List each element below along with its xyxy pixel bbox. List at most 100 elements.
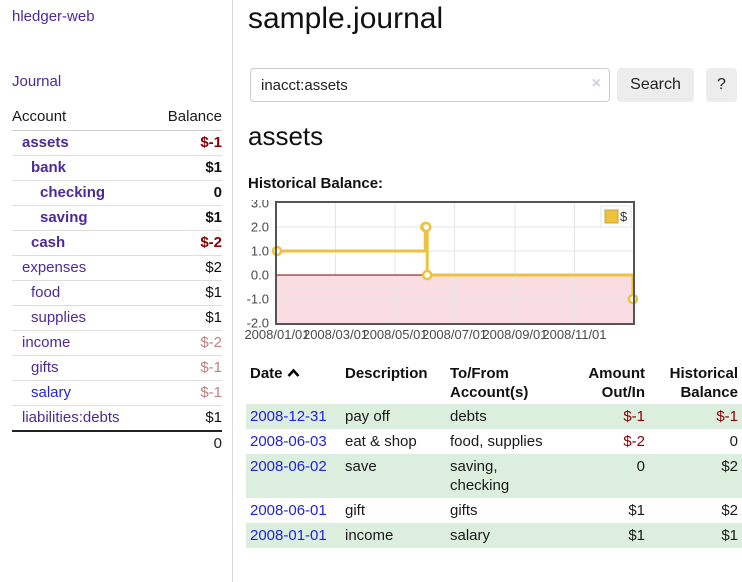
register-row: 2008-06-02 save saving, checking 0 $2 (246, 454, 742, 498)
y-axis-tick: 2.0 (251, 220, 269, 235)
accounts-cell: gifts (450, 502, 478, 519)
search-button[interactable]: Search (617, 68, 694, 102)
amount-cell: $-1 (623, 408, 645, 425)
account-column-header: Account (12, 104, 152, 131)
account-link-checking[interactable]: checking (40, 184, 106, 201)
account-balance: $1 (151, 280, 222, 306)
accounts-balance-table: Account Balance assets $-1 bank $1 checking 0… (12, 104, 222, 456)
account-row: salary $-1 (12, 380, 222, 406)
date-column-header[interactable]: Date (246, 360, 341, 404)
account-link-salary[interactable]: salary (31, 384, 72, 401)
sidebar: hledger-web Journal Account Balance asse… (0, 0, 233, 582)
plot-border (275, 201, 635, 325)
page-title: sample.journal (248, 2, 444, 35)
historical-balance-column-header: Historical Balance (669, 365, 738, 401)
transaction-date-link[interactable]: 2008-01-01 (250, 527, 327, 544)
date-cell: 2008-06-03 (246, 429, 341, 454)
data-point-marker (421, 269, 433, 281)
total-balance: 0 (151, 430, 222, 456)
account-link-liabilities-debts[interactable]: liabilities:debts (22, 409, 120, 426)
sidebar-item-journal[interactable]: Journal (12, 73, 62, 90)
register-table: Date Description To/From Account(s) Amou… (246, 360, 742, 548)
account-balance: $1 (151, 205, 222, 231)
account-row: checking 0 (12, 180, 222, 206)
historical-balance-chart: 3.0 2.0 1.0 0.0 -1.0 -2.02008/01/012008/03/01… (244, 200, 639, 342)
description-column-header: Description (345, 365, 428, 382)
account-row: cash $-2 (12, 230, 222, 256)
transaction-date-link[interactable]: 2008-06-02 (250, 458, 327, 475)
transaction-date-link[interactable]: 2008-12-31 (250, 408, 327, 425)
date-cell: 2008-06-01 (246, 498, 341, 523)
amount-column-header: Amount Out/In (588, 365, 645, 401)
description-cell: pay off (345, 408, 390, 425)
clear-search-icon[interactable]: × (591, 75, 601, 92)
account-balance: $-1 (151, 130, 222, 156)
accounts-cell: food, supplies (450, 433, 543, 450)
account-link-saving[interactable]: saving (40, 209, 88, 226)
legend-swatch (604, 209, 619, 224)
account-link-food[interactable]: food (31, 284, 61, 301)
transaction-date-link[interactable]: 2008-06-01 (250, 502, 327, 519)
x-axis-tick: 2008/11/01 (542, 327, 606, 342)
balance-cell: $-1 (716, 408, 738, 425)
app-title-link[interactable]: hledger-web (12, 8, 95, 25)
amount-cell: 0 (636, 458, 645, 475)
account-row: food $1 (12, 280, 222, 306)
account-row: supplies $1 (12, 305, 222, 331)
balance-cell: $2 (721, 458, 738, 475)
search-input[interactable] (250, 68, 610, 102)
description-cell: save (345, 458, 377, 475)
balance-column-header: Balance (151, 104, 222, 131)
y-axis-tick: 3.0 (251, 200, 269, 211)
sort-ascending-icon (287, 364, 300, 383)
description-cell: gift (345, 502, 366, 519)
search-field-wrap: × (250, 68, 610, 102)
chart-title-label: Historical Balance: (248, 175, 384, 192)
account-row: bank $1 (12, 155, 222, 181)
account-link-gifts[interactable]: gifts (31, 359, 59, 376)
account-balance: $-1 (151, 380, 222, 406)
total-spacer (12, 430, 152, 456)
register-row: 2008-06-03 eat & shop food, supplies $-2 0 (246, 429, 742, 454)
balance-cell: $2 (721, 502, 738, 519)
account-row: saving $1 (12, 205, 222, 231)
x-axis-tick: 2008/01/01 (244, 327, 309, 342)
account-link-income[interactable]: income (22, 334, 71, 351)
account-row: assets $-1 (12, 130, 222, 156)
y-axis-tick: 0.0 (251, 268, 269, 283)
accounts-cell: debts (450, 408, 487, 425)
account-link-bank[interactable]: bank (31, 159, 67, 176)
date-cell: 2008-12-31 (246, 404, 341, 429)
register-row: 2008-06-01 gift gifts $1 $2 (246, 498, 742, 523)
account-heading: assets (248, 121, 324, 151)
description-cell: eat & shop (345, 433, 417, 450)
y-axis-tick: 1.0 (251, 244, 269, 259)
account-link-assets[interactable]: assets (22, 134, 69, 151)
accounts-cell: salary (450, 527, 491, 544)
account-balance: 0 (151, 180, 222, 206)
y-axis-tick: -2.0 (247, 316, 269, 331)
accounts-total-row: 0 (12, 430, 222, 456)
x-axis-tick: 2008/09/01 (482, 327, 547, 342)
amount-cell: $-2 (623, 433, 645, 450)
register-header-row: Date Description To/From Account(s) Amou… (246, 360, 742, 404)
account-link-expenses[interactable]: expenses (22, 259, 87, 276)
account-link-supplies[interactable]: supplies (31, 309, 87, 326)
date-cell: 2008-06-02 (246, 454, 341, 498)
legend-series-label: $ (620, 209, 628, 224)
data-point-marker (420, 221, 432, 233)
account-balance: $-1 (151, 355, 222, 381)
register-row: 2008-01-01 income salary $1 $1 (246, 523, 742, 548)
x-axis-tick: 2008/05/01 (362, 327, 427, 342)
account-balance: $-2 (151, 330, 222, 356)
account-link-cash[interactable]: cash (31, 234, 66, 251)
main-content: sample.journal × Search ? assets Histori… (244, 0, 742, 582)
balance-cell: $1 (721, 527, 738, 544)
account-row: income $-2 (12, 330, 222, 356)
transaction-date-link[interactable]: 2008-06-03 (250, 433, 327, 450)
account-row: gifts $-1 (12, 355, 222, 381)
description-cell: income (345, 527, 394, 544)
help-button[interactable]: ? (706, 68, 737, 102)
amount-cell: $1 (628, 502, 645, 519)
account-row: liabilities:debts $1 (12, 406, 222, 432)
